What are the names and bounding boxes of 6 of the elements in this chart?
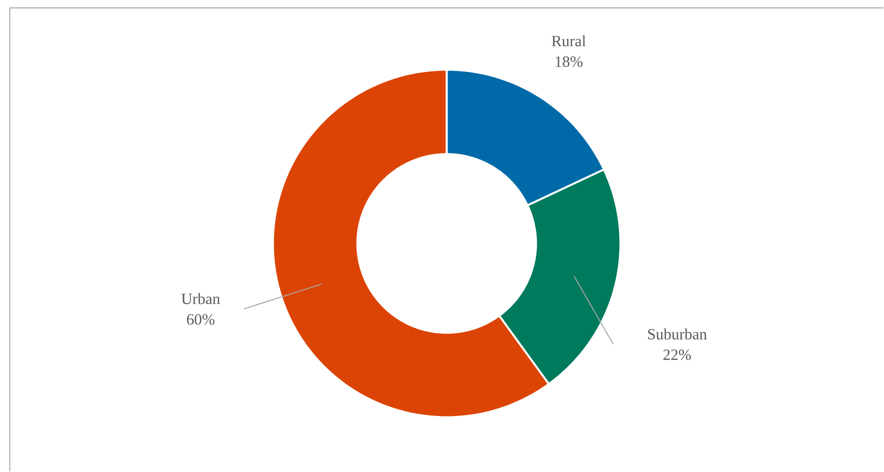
data-label: 18%: [556, 56, 583, 68]
slice-label: Urban: [181, 293, 220, 304]
data-label: 60%: [187, 314, 214, 325]
slice-label: Suburban: [648, 328, 707, 340]
data-label: 22%: [663, 350, 691, 360]
slice-label: Rural: [552, 35, 586, 46]
